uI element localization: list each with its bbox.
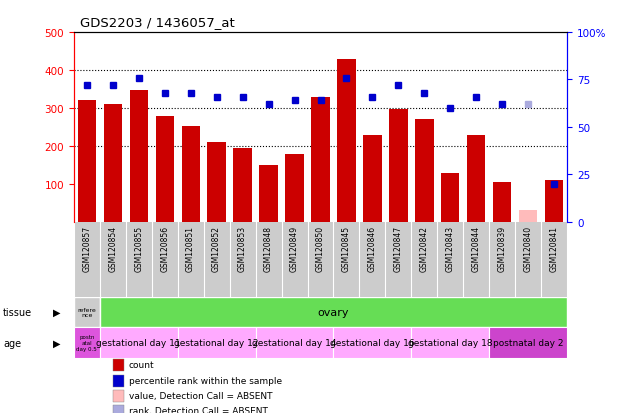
Text: GSM120846: GSM120846 bbox=[368, 226, 377, 272]
Bar bbox=[545, 180, 563, 222]
Text: ovary: ovary bbox=[318, 307, 349, 317]
Bar bbox=[74, 327, 100, 358]
Bar bbox=[337, 59, 356, 222]
Text: GSM120844: GSM120844 bbox=[472, 226, 481, 272]
Bar bbox=[100, 327, 178, 358]
Text: value, Detection Call = ABSENT: value, Detection Call = ABSENT bbox=[129, 391, 272, 400]
Bar bbox=[441, 173, 460, 222]
Text: GSM120849: GSM120849 bbox=[290, 226, 299, 272]
Bar bbox=[489, 327, 567, 358]
Bar bbox=[233, 148, 252, 222]
Text: GSM120841: GSM120841 bbox=[550, 226, 559, 272]
Bar bbox=[78, 101, 96, 222]
Text: gestational day 14: gestational day 14 bbox=[253, 338, 337, 347]
Text: GSM120840: GSM120840 bbox=[524, 226, 533, 272]
Text: GSM120845: GSM120845 bbox=[342, 226, 351, 272]
Text: gestational day 18: gestational day 18 bbox=[408, 338, 493, 347]
Text: GSM120855: GSM120855 bbox=[134, 226, 143, 272]
Bar bbox=[412, 327, 489, 358]
Text: GSM120854: GSM120854 bbox=[108, 226, 117, 272]
Text: GSM120857: GSM120857 bbox=[82, 226, 91, 272]
Text: gestational day 11: gestational day 11 bbox=[96, 338, 181, 347]
Bar bbox=[312, 98, 329, 222]
Text: postn
atal
day 0.5: postn atal day 0.5 bbox=[76, 335, 97, 351]
Bar bbox=[208, 142, 226, 222]
Text: GSM120842: GSM120842 bbox=[420, 226, 429, 272]
Text: tissue: tissue bbox=[3, 307, 32, 317]
Text: GSM120839: GSM120839 bbox=[498, 226, 507, 272]
Text: ▶: ▶ bbox=[53, 307, 61, 317]
Bar bbox=[113, 359, 124, 372]
Bar bbox=[181, 126, 200, 222]
Text: postnatal day 2: postnatal day 2 bbox=[493, 338, 563, 347]
Text: refere
nce: refere nce bbox=[78, 307, 96, 318]
Text: GSM120847: GSM120847 bbox=[394, 226, 403, 272]
Bar bbox=[519, 211, 537, 222]
Text: GSM120851: GSM120851 bbox=[186, 226, 195, 272]
Bar bbox=[104, 105, 122, 222]
Text: percentile rank within the sample: percentile rank within the sample bbox=[129, 376, 282, 385]
Text: ▶: ▶ bbox=[53, 338, 61, 348]
Bar bbox=[113, 375, 124, 387]
Text: GSM120843: GSM120843 bbox=[446, 226, 455, 272]
Text: GSM120853: GSM120853 bbox=[238, 226, 247, 272]
Bar bbox=[74, 297, 100, 327]
Text: count: count bbox=[129, 361, 154, 370]
Bar bbox=[256, 327, 333, 358]
Text: gestational day 16: gestational day 16 bbox=[330, 338, 415, 347]
Bar bbox=[467, 136, 485, 222]
Bar bbox=[415, 120, 433, 222]
Bar bbox=[494, 182, 512, 222]
Bar bbox=[363, 136, 381, 222]
Bar bbox=[260, 166, 278, 222]
Text: age: age bbox=[3, 338, 21, 348]
Text: rank, Detection Call = ABSENT: rank, Detection Call = ABSENT bbox=[129, 406, 268, 413]
Bar bbox=[113, 405, 124, 413]
Bar bbox=[156, 117, 174, 222]
Bar bbox=[285, 155, 304, 222]
Text: GSM120848: GSM120848 bbox=[264, 226, 273, 272]
Bar bbox=[113, 390, 124, 402]
Bar bbox=[178, 327, 256, 358]
Text: gestational day 12: gestational day 12 bbox=[174, 338, 259, 347]
Text: GDS2203 / 1436057_at: GDS2203 / 1436057_at bbox=[80, 16, 235, 29]
Text: GSM120852: GSM120852 bbox=[212, 226, 221, 272]
Bar bbox=[333, 327, 412, 358]
Bar bbox=[389, 109, 408, 222]
Text: GSM120850: GSM120850 bbox=[316, 226, 325, 272]
Text: GSM120856: GSM120856 bbox=[160, 226, 169, 272]
Bar bbox=[129, 90, 147, 222]
